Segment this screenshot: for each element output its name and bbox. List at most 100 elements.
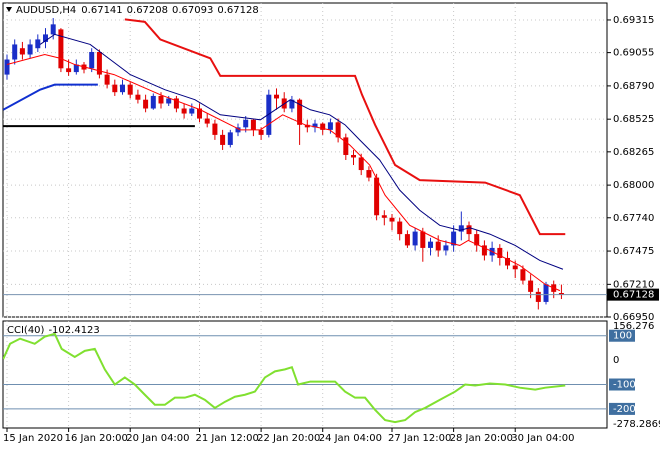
- candle-body: [520, 269, 526, 281]
- candle-body: [289, 99, 295, 109]
- candle-body: [104, 74, 110, 85]
- candle-body: [150, 95, 156, 109]
- candle-body: [258, 129, 264, 135]
- line: [3, 332, 566, 424]
- candle-body: [50, 24, 56, 35]
- level-label-box: [609, 329, 635, 342]
- axes: 0.69315 0.69055 0.68790 0.68525 0.68265 0.680…: [3, 15, 660, 444]
- candle-body: [389, 217, 395, 222]
- candle-body: [351, 154, 357, 158]
- level-label-box: [609, 402, 635, 415]
- candle-body: [27, 44, 33, 55]
- candle-body: [481, 245, 487, 256]
- candle-body: [158, 95, 164, 104]
- y-tick-label: 0.67210: [613, 279, 654, 290]
- candle-body: [343, 137, 349, 155]
- candle-body: [120, 84, 126, 93]
- candle-body: [535, 291, 541, 302]
- y-tick-label: 0.66950: [613, 312, 654, 323]
- line: [6, 53, 561, 292]
- price-plot: [3, 18, 607, 310]
- candle-body: [420, 231, 426, 248]
- candle-body: [73, 64, 79, 73]
- y-tick-label: 0.68525: [613, 114, 654, 125]
- candle-body: [512, 265, 518, 270]
- open: 0.67141: [81, 5, 122, 16]
- y-tick-label: 0.67475: [613, 246, 654, 257]
- symbol: AUDUSD,H4: [16, 5, 76, 16]
- indicator-header: CCI(40) -102.4123: [7, 325, 100, 336]
- candle-body: [96, 51, 102, 75]
- candle-body: [435, 241, 441, 251]
- candle-body: [181, 108, 187, 114]
- candle-body: [451, 231, 457, 246]
- line: [3, 83, 98, 111]
- candle-body: [212, 123, 218, 135]
- candle-body: [466, 225, 472, 235]
- candle-body: [66, 68, 72, 73]
- y-tick-label: 0.69055: [613, 48, 654, 59]
- x-tick-label: 30 Jan 04:00: [511, 433, 574, 444]
- bid-label-box: [607, 288, 659, 301]
- candle-body: [266, 94, 272, 135]
- candle-body: [35, 39, 41, 49]
- candle-body: [397, 221, 403, 235]
- y-tick-label: 0.69315: [613, 15, 654, 26]
- candle-body: [204, 118, 210, 124]
- candle-body: [12, 44, 18, 60]
- y-tick-label: 100: [613, 331, 632, 342]
- indicator-name: CCI(40): [7, 325, 45, 336]
- y-tick-label: 0.68265: [613, 147, 654, 158]
- candle-body: [250, 119, 256, 130]
- candle-body: [404, 234, 410, 246]
- x-tick-label: 15 Jan 2020: [3, 433, 63, 444]
- y-tick-label: 0.67740: [613, 213, 654, 224]
- indicator-value: -102.4123: [48, 325, 99, 336]
- candle-body: [58, 29, 64, 69]
- x-tick-label: 24 Jan 04:00: [319, 433, 382, 444]
- y-tick-label: 0: [613, 355, 619, 366]
- candle-body: [220, 134, 226, 145]
- candle-body: [197, 108, 203, 119]
- line: [39, 33, 564, 270]
- candle-body: [243, 119, 249, 128]
- x-tick-label: 21 Jan 12:00: [196, 433, 259, 444]
- y-tick-label: 0.68790: [613, 81, 654, 92]
- y-tick-label: -200: [613, 404, 636, 415]
- candle-body: [335, 122, 341, 138]
- candle-body: [135, 94, 141, 100]
- candle-body: [143, 99, 149, 109]
- candle-body: [43, 34, 49, 42]
- candle-body: [528, 280, 534, 292]
- candle-body: [235, 127, 241, 133]
- chart-header: AUDUSD,H4 0.67141 0.67208 0.67093 0.67128: [16, 5, 259, 16]
- menu-arrow[interactable]: [6, 7, 12, 12]
- candle-body: [443, 245, 449, 251]
- main-pane: [2, 2, 608, 318]
- candle-body: [381, 215, 387, 218]
- candle-body: [320, 123, 326, 130]
- x-tick-label: 20 Jan 04:00: [126, 433, 189, 444]
- candle-body: [4, 59, 10, 75]
- y-tick-label: 156.276: [613, 321, 654, 332]
- candle-body: [458, 225, 464, 232]
- candle-body: [327, 122, 333, 130]
- candle-body: [497, 247, 503, 258]
- candle-body: [412, 231, 418, 246]
- x-tick-label: 16 Jan 20:00: [65, 433, 128, 444]
- candle-body: [366, 170, 372, 178]
- line: [124, 18, 566, 236]
- candle-body: [297, 99, 303, 125]
- high: 0.67208: [127, 5, 168, 16]
- close: 0.67128: [217, 5, 258, 16]
- y-tick-label: 0.68000: [613, 180, 654, 191]
- candle-body: [428, 241, 434, 248]
- candle-body: [127, 84, 133, 95]
- level-label-box: [609, 378, 635, 391]
- candle-body: [173, 98, 179, 109]
- x-tick-label: 27 Jan 12:00: [388, 433, 451, 444]
- y-tick-label: -100: [613, 380, 636, 391]
- y-tick-label: -278.2869: [613, 419, 660, 430]
- candle-body: [358, 157, 364, 171]
